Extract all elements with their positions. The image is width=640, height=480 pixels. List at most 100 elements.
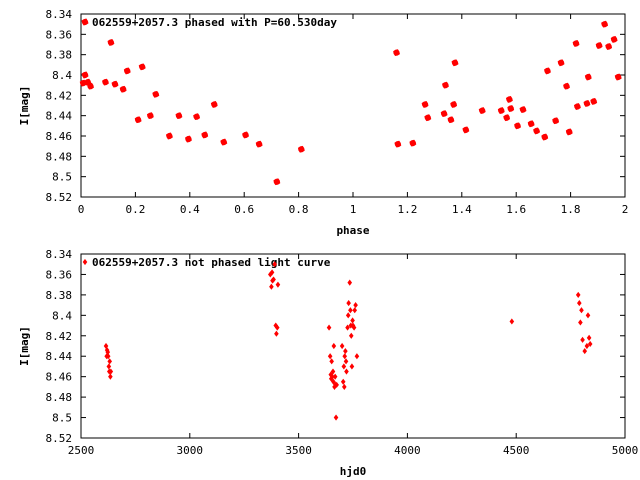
y-tick-label: 8.46 [46,130,73,143]
y-tick-label: 8.34 [46,248,73,261]
data-point [333,414,339,421]
data-point [274,324,280,331]
data-point [552,117,560,125]
data-point [242,131,249,139]
y-tick-label: 8.5 [52,171,72,184]
data-point [584,73,592,81]
data-point [220,138,228,146]
data-point [185,135,192,143]
y-tick-label: 8.44 [46,350,73,363]
data-point [514,122,521,130]
data-point [578,319,583,326]
data-point [503,114,511,122]
data-point [478,107,486,114]
data-point [330,368,336,375]
data-point [107,358,113,365]
data-point [108,373,113,380]
data-point [614,73,622,81]
data-point [519,106,527,113]
y-tick-label: 8.38 [46,289,73,302]
data-point [297,145,305,153]
data-point [201,131,209,139]
data-point [119,85,127,93]
y-axis-label: I[mag] [18,326,31,366]
data-point [586,334,592,341]
data-point [269,283,274,290]
data-point [447,116,455,124]
x-axis-label: hjd0 [340,465,367,478]
data-point [462,126,470,134]
legend-marker [81,18,89,26]
data-point [332,373,338,380]
data-point [394,140,402,148]
data-point [409,139,417,147]
data-point [81,71,89,79]
data-point [590,98,598,105]
y-tick-label: 8.5 [52,412,72,425]
data-point [450,101,458,108]
x-tick-label: 0.2 [125,203,145,216]
data-point [575,291,581,298]
data-point [601,20,609,28]
y-tick-label: 8.4 [52,69,72,82]
data-point [106,363,112,370]
data-point [440,110,448,118]
y-tick-label: 8.48 [46,391,73,404]
data-point [87,82,94,90]
data-point [595,42,603,49]
data-point [326,324,332,331]
data-point [351,324,357,331]
data-point [352,307,358,314]
data-point [544,67,551,75]
x-tick-label: 0.4 [180,203,200,216]
data-point [344,368,349,375]
x-tick-label: 5000 [612,444,639,457]
x-tick-label: 1.2 [397,203,417,216]
data-point [346,299,351,307]
data-point [347,279,353,286]
data-point [342,353,348,360]
data-point [343,358,349,365]
y-tick-label: 8.36 [46,268,73,281]
data-point [582,348,588,355]
data-point [577,299,582,307]
data-point [345,312,351,319]
data-point [341,383,347,390]
y-tick-label: 8.36 [46,28,73,41]
data-point [583,100,591,107]
data-point [108,368,114,375]
data-point [123,67,131,75]
x-tick-label: 2500 [68,444,95,457]
phased-light-curve-panel: 0 0.2 0.4 0.6 0.8 1 1.2 1.4 1.6 1.8 2 8.34 8.36 8.38 8… [18,8,628,237]
x-tick-label: 3500 [285,444,312,457]
x-tick-label: 3000 [177,444,204,457]
legend-marker [82,258,88,266]
data-point [331,378,336,385]
data-point [585,312,591,319]
data-point [343,348,348,355]
data-point [572,40,580,47]
data-point [193,113,201,121]
data-point [274,330,279,337]
x-tick-label: 4000 [394,444,421,457]
y-tick-label: 8.38 [46,49,73,62]
plot-frame [80,13,626,198]
y-tick-label: 8.44 [46,110,73,123]
x-tick-label: 1.6 [506,203,526,216]
data-point [339,342,345,350]
x-tick-label: 0.6 [234,203,254,216]
data-point [255,140,263,148]
data-point [348,332,354,339]
data-point [421,101,429,108]
x-tick-label: 2 [622,203,629,216]
y-tick-label: 8.48 [46,150,73,163]
x-tick-label: 1 [350,203,357,216]
data-point [587,340,593,348]
data-point [573,103,581,110]
data-point [424,114,432,122]
data-point [393,49,400,57]
y-tick-label: 8.4 [52,309,72,322]
y-tick-label: 8.42 [46,330,73,343]
data-point [353,302,358,309]
